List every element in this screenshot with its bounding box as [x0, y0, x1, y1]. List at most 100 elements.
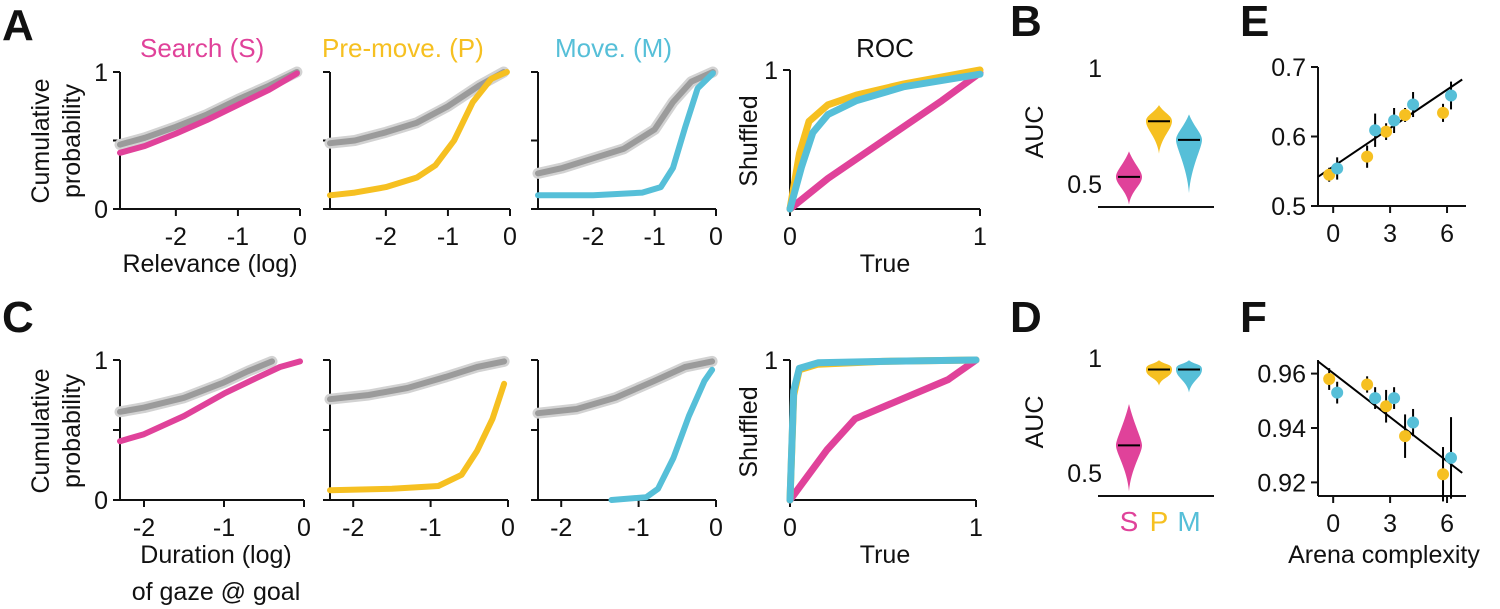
e-ytick-label: 0.6 [1271, 124, 1306, 152]
a-search-series-line [117, 70, 300, 156]
c-premove-series-line [327, 380, 508, 494]
a-move-xtick-label: 0 [709, 223, 723, 251]
a-premove-xtick-label: 0 [503, 223, 517, 251]
roc-c-xtick-label: 0 [783, 514, 797, 542]
violin-label-s: S [1120, 506, 1139, 537]
d-violin-s [1116, 404, 1142, 492]
c-move-series-line [608, 366, 716, 503]
b-violin-s [1116, 151, 1142, 205]
title-move: Move. (M) [555, 33, 672, 63]
b-violin-m [1176, 114, 1202, 194]
panel-label-a: A [2, 1, 34, 50]
roc-a-xtick-label: 1 [973, 223, 987, 251]
c-search-shuffled-line [117, 358, 275, 415]
c-search-ytick-label: 1 [94, 347, 108, 375]
d-ytick-label: 1 [1088, 345, 1102, 373]
roc-a-ytick-label: 1 [764, 57, 778, 85]
f-point [1388, 392, 1401, 405]
f-ytick-label: 0.96 [1257, 361, 1306, 389]
a-search-ytick-label: 1 [94, 59, 108, 87]
f-ytick-label: 0.94 [1257, 415, 1306, 443]
f-xtick-label: 6 [1440, 510, 1454, 538]
a-premove-xtick-label: -2 [375, 223, 397, 251]
charts-layer: -2 -1 0 0 1 -2 -1 0 -2 -1 0 -2 -1 0 0 1 -2 -1 0 -2 -1 0 0 1 1 0 1 1… [94, 54, 1466, 542]
a-move-xtick-label: -2 [582, 223, 604, 251]
panel-label-f: F [1240, 293, 1267, 342]
panel-label-d: D [1010, 293, 1042, 342]
e-point [1361, 150, 1374, 163]
e-point [1380, 125, 1393, 138]
a-premove-shuffled-line [327, 69, 507, 147]
f-point [1331, 386, 1344, 399]
e-point [1437, 106, 1450, 119]
a-premove-series-line [327, 69, 510, 199]
e-ytick-label: 0.5 [1271, 193, 1306, 221]
xlabel-a: Relevance (log) [122, 250, 297, 278]
ylabel-a-cumulative: Cumulative [27, 78, 55, 203]
title-premove: Pre-move. (P) [322, 33, 484, 63]
xlabel-c-duration: Duration (log) [140, 541, 291, 569]
d-violin-m [1176, 360, 1202, 393]
e-xtick-label: 6 [1440, 220, 1454, 248]
f-point [1437, 468, 1450, 481]
ylabel-c-probability: probability [58, 374, 86, 488]
b-ytick-label: 1 [1088, 55, 1102, 83]
e-point [1407, 98, 1420, 111]
violin-label-m: M [1177, 506, 1200, 537]
f-ytick-label: 0.92 [1257, 469, 1306, 497]
xlabel-roc-a: True [860, 250, 910, 278]
ylabel-a-probability: probability [58, 84, 86, 198]
a-premove-shuffled-band [324, 66, 510, 149]
e-point [1388, 114, 1401, 127]
e-ytick-label: 0.7 [1271, 54, 1306, 82]
panel-label-c: C [2, 293, 34, 342]
e-xtick-label: 0 [1326, 220, 1340, 248]
xlabel-f: Arena complexity [1288, 541, 1480, 569]
c-search-xtick-label: 0 [297, 514, 311, 542]
c-search-xtick-label: -2 [133, 514, 155, 542]
roc-a-roc-line [786, 69, 984, 213]
c-premove-xtick-label: -1 [419, 514, 441, 542]
panel-label-b: B [1010, 0, 1042, 46]
a-move-series-line [535, 70, 716, 199]
f-point [1323, 373, 1336, 386]
roc-a-xtick-label: 0 [783, 223, 797, 251]
a-search-xtick-label: -2 [165, 223, 187, 251]
c-move-xtick-label: -2 [550, 514, 572, 542]
xlabel-c-gaze: of gaze @ goal [132, 578, 301, 606]
a-move-xtick-label: -1 [644, 223, 666, 251]
f-point [1407, 416, 1420, 429]
roc-c-roc-line [786, 356, 980, 504]
e-point [1369, 124, 1382, 137]
a-move-shuffled-line [535, 69, 716, 177]
b-ytick-label: 0.5 [1067, 171, 1102, 199]
e-xtick-label: 3 [1383, 220, 1397, 248]
a-search-xtick-label: 0 [293, 223, 307, 251]
f-point [1369, 392, 1382, 405]
f-point [1361, 378, 1374, 391]
f-xtick-label: 0 [1326, 510, 1340, 538]
c-move-xtick-label: -1 [627, 514, 649, 542]
roc-c-ytick-label: 1 [764, 347, 778, 375]
ylabel-b-auc: AUC [1021, 106, 1049, 159]
roc-a-roc-line [786, 70, 984, 213]
violin-label-p: P [1150, 506, 1169, 537]
f-fit-line [1317, 360, 1463, 474]
ylabel-roc-a: Shuffled [735, 95, 763, 186]
c-move-xtick-label: 0 [709, 514, 723, 542]
c-move-shuffled-line [535, 358, 716, 417]
a-search-ytick-label: 0 [94, 196, 108, 224]
d-ytick-label: 0.5 [1067, 460, 1102, 488]
roc-c-roc-line [786, 356, 980, 504]
c-premove-xtick-label: -2 [342, 514, 364, 542]
d-violin-p [1146, 360, 1172, 386]
ylabel-c-cumulative: Cumulative [27, 368, 55, 493]
e-point [1399, 108, 1412, 121]
f-point [1399, 430, 1412, 443]
e-point [1445, 89, 1458, 102]
c-premove-xtick-label: 0 [501, 514, 515, 542]
c-premove-shuffled-line [327, 358, 508, 403]
f-point [1380, 400, 1393, 413]
c-search-series-line [117, 358, 303, 445]
a-search-xtick-label: -1 [227, 223, 249, 251]
